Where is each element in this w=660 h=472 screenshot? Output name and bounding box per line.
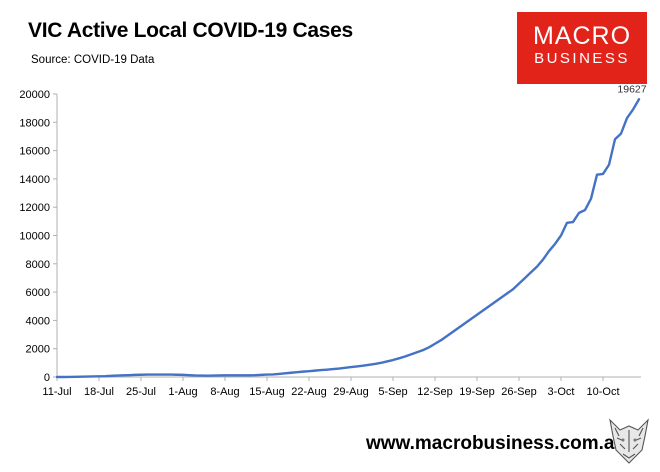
x-tick-label: 26-Sep	[501, 386, 536, 398]
logo-line-2: BUSINESS	[534, 50, 630, 67]
chart-subtitle: Source: COVID-19 Data	[31, 54, 155, 66]
chart-title: VIC Active Local COVID-19 Cases	[28, 19, 353, 42]
y-tick-label: 0	[44, 372, 50, 384]
x-tick-label: 15-Aug	[249, 386, 284, 398]
y-tick-label: 12000	[19, 202, 50, 214]
y-tick-label: 6000	[26, 287, 50, 299]
x-tick-label: 22-Aug	[291, 386, 326, 398]
wolf-emblem-icon	[609, 418, 649, 464]
x-tick-label: 19-Sep	[459, 386, 494, 398]
x-tick-label: 8-Aug	[210, 386, 239, 398]
y-tick-label: 4000	[26, 315, 50, 327]
y-tick-label: 14000	[19, 174, 50, 186]
y-tick-label: 16000	[19, 146, 50, 158]
y-tick-label: 8000	[26, 259, 50, 271]
x-tick-label: 11-Jul	[42, 386, 71, 398]
logo-line-1: MACRO	[532, 22, 632, 50]
end-value-label: 19627	[617, 83, 646, 95]
macrobusiness-logo: MACRO BUSINESS	[517, 12, 647, 84]
y-tick-label: 10000	[19, 231, 50, 243]
y-tick-label: 20000	[19, 89, 50, 101]
x-tick-label: 10-Oct	[586, 386, 619, 398]
x-tick-label: 5-Sep	[378, 386, 407, 398]
x-tick-label: 1-Aug	[168, 386, 197, 398]
x-tick-label: 29-Aug	[333, 386, 368, 398]
y-tick-label: 18000	[19, 117, 50, 129]
series-line	[55, 98, 641, 379]
x-tick-label: 3-Oct	[548, 386, 575, 398]
x-tick-label: 12-Sep	[417, 386, 452, 398]
x-tick-label: 18-Jul	[84, 386, 114, 398]
x-tick-label: 25-Jul	[126, 386, 156, 398]
website-url: www.macrobusiness.com.au	[366, 433, 627, 454]
y-tick-label: 2000	[26, 344, 50, 356]
